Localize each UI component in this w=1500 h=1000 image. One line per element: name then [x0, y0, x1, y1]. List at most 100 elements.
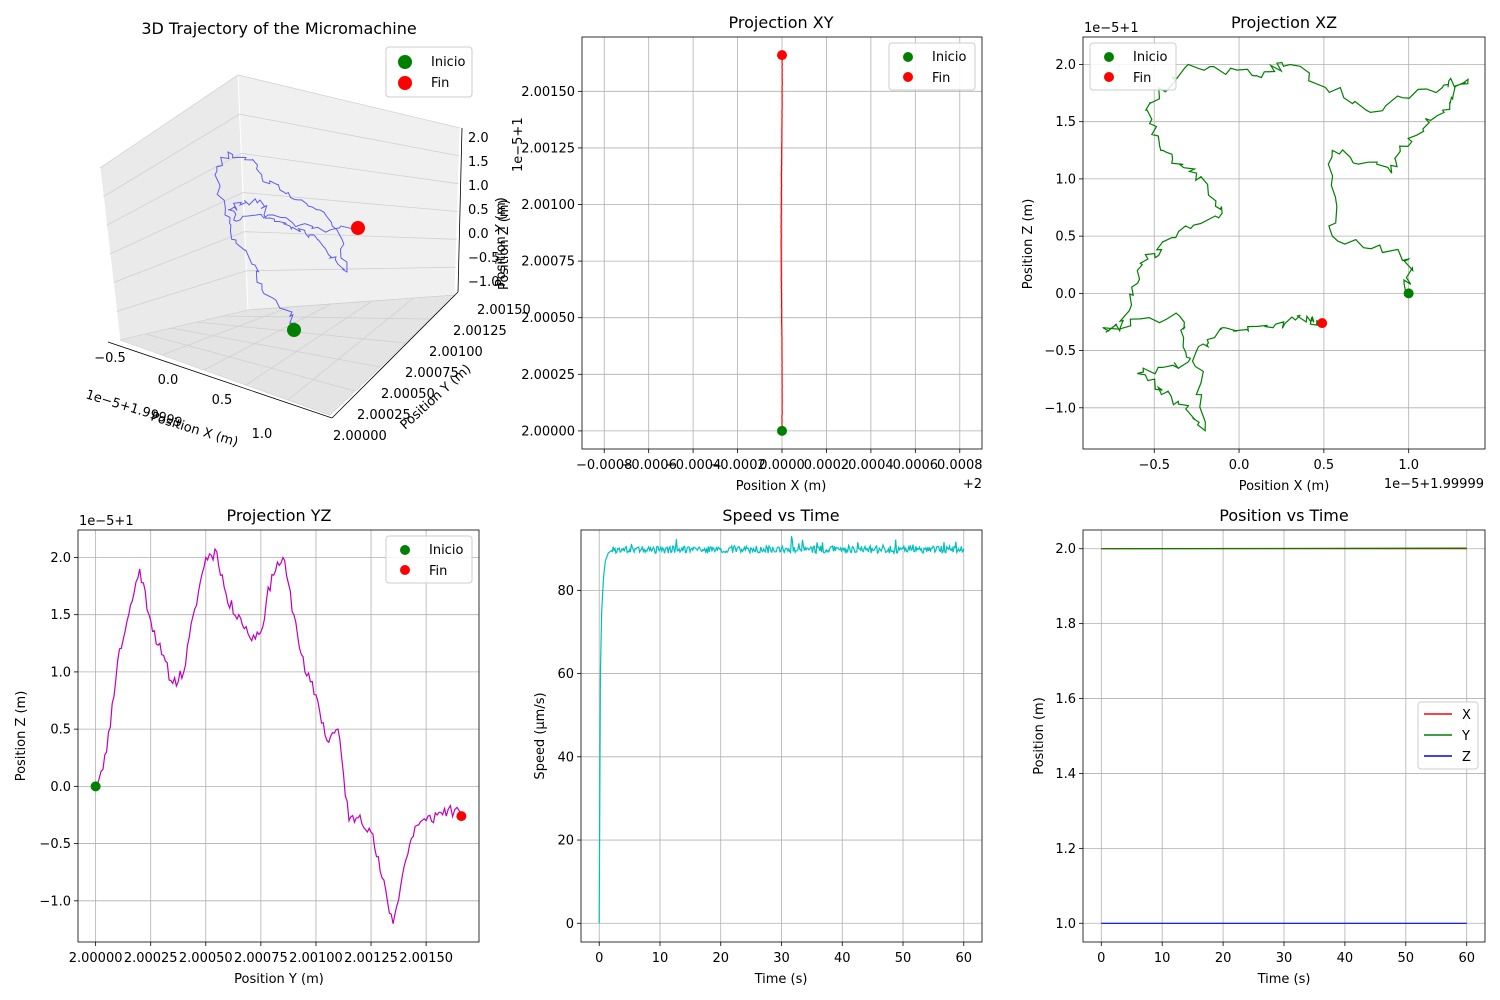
legend-position: X Y Z — [1417, 701, 1479, 770]
y-tick-label: 1.5 — [1055, 115, 1076, 130]
legend-label-end: Fin — [431, 76, 449, 91]
x-tick-label: 2.00075 — [234, 951, 288, 966]
x-tick-label: 0.0006 — [893, 458, 939, 473]
y-tick-label: 2.00125 — [521, 141, 575, 156]
legend-xy: Inicio Fin — [888, 42, 976, 91]
x-tick-label: 0.0004 — [848, 458, 894, 473]
y-tick-label: 0 — [566, 917, 574, 932]
legend-label-start: Inicio — [1133, 50, 1167, 65]
y-tick-label: −0.5 — [39, 837, 71, 852]
legend-label-y: Y — [1461, 729, 1470, 744]
x-tick-label: 1.0 — [1398, 458, 1419, 473]
y-tick-label: 2.0 — [1055, 58, 1076, 73]
y-tick-label: 80 — [557, 584, 574, 599]
y-tick-label: 0.5 — [1055, 230, 1076, 245]
y-tick-label: 2.00075 — [521, 255, 575, 270]
projection-xy-panel: Projection XY Position X (m) Position Y … — [494, 13, 983, 494]
legend-start-marker — [903, 52, 913, 62]
x-tick-label: −0.0008 — [576, 458, 632, 473]
legend-start-marker — [400, 545, 410, 555]
legend-label-end: Fin — [932, 71, 950, 86]
x-tick-label: 0.0002 — [804, 458, 850, 473]
x-tick-label-3d: 0.0 — [158, 373, 179, 388]
y-tick-label: 1.0 — [1055, 172, 1076, 187]
x-tick-label: −0.0002 — [709, 458, 765, 473]
y-tick-label-3d: 2.00025 — [357, 408, 411, 423]
chart-title: Projection YZ — [227, 506, 332, 525]
x-axis-label: Time (s) — [1257, 972, 1311, 987]
legend-label-start: Inicio — [431, 55, 465, 70]
grid-line-3d — [109, 192, 244, 255]
x-tick-label: −0.0006 — [620, 458, 676, 473]
y-tick-label: −1.0 — [1044, 401, 1076, 416]
y-axis-label: Position Y (m) — [494, 197, 509, 287]
chart-title: Projection XY — [729, 13, 834, 32]
grid-line-3d — [237, 74, 461, 129]
grid-line-3d — [196, 321, 406, 344]
x-tick-label-3d: −0.5 — [94, 351, 126, 366]
grid-line-3d — [161, 306, 290, 356]
legend-end-marker — [903, 72, 913, 82]
y-tick-label: 1.0 — [1055, 917, 1076, 932]
x-tick-label: 2.00050 — [179, 951, 233, 966]
position-y-line — [1101, 547, 1467, 550]
x-tick-label: 2.00025 — [124, 951, 178, 966]
x-tick-label: −0.0004 — [665, 458, 721, 473]
legend-label-end: Fin — [1133, 71, 1151, 86]
y-tick-label: 2.00025 — [521, 368, 575, 383]
end-marker-3d — [351, 221, 365, 235]
chart-title: Projection XZ — [1231, 13, 1337, 32]
trajectory-xz-line — [1102, 61, 1469, 432]
x-tick-label: 20 — [1215, 951, 1232, 966]
y-tick-label-3d: 2.00100 — [429, 345, 483, 360]
legend-label-x: X — [1462, 708, 1471, 723]
x-tick-label: 60 — [1458, 951, 1475, 966]
x-tick-label: 30 — [1276, 951, 1293, 966]
y-tick-label: 2.0 — [50, 551, 71, 566]
z-tick-label-3d: 2.0 — [468, 131, 489, 146]
x-tick-label: 20 — [712, 951, 729, 966]
projection-xz-panel: Projection XZ Position X (m) Position Z … — [1021, 13, 1486, 494]
y-axis-label: Speed (μm/s) — [533, 692, 548, 779]
legend-yz: Inicio Fin — [385, 535, 473, 584]
y-tick-label: −0.5 — [1044, 344, 1076, 359]
legend-end-marker — [398, 76, 412, 90]
end-marker — [1317, 318, 1328, 329]
grid-line-3d — [245, 300, 373, 386]
z-tick-label-3d: 1.5 — [468, 155, 489, 170]
legend-label-start: Inicio — [429, 543, 463, 558]
x-axis-label: Position Y (m) — [234, 972, 324, 987]
grid-line-3d — [106, 152, 242, 226]
x-tick-label: 10 — [652, 951, 669, 966]
y-tick-label-3d: 2.00075 — [405, 366, 459, 381]
x-tick-label: 0 — [595, 951, 603, 966]
grid-line-3d — [222, 315, 431, 320]
x-offset-text: +2 — [963, 477, 982, 492]
x-tick-label: 2.00125 — [344, 951, 398, 966]
speed-line — [598, 535, 965, 924]
x-axis-label: Position X (m) — [1239, 479, 1330, 494]
chart-title: Position vs Time — [1219, 506, 1348, 525]
y-tick-label: 0.5 — [50, 723, 71, 738]
grid-line-3d — [241, 152, 459, 185]
z-tick-label-3d: 0.0 — [468, 227, 489, 242]
y-tick-label: 0.0 — [1055, 287, 1076, 302]
y-tick-label-3d: 2.00125 — [453, 324, 507, 339]
y-axis-label: Position Z (m) — [14, 691, 29, 782]
legend-end-marker — [400, 565, 410, 575]
end-marker — [777, 50, 787, 61]
trajectory-xy-line — [780, 55, 783, 431]
grid-line-3d — [99, 74, 239, 169]
x-axis-label: Position X (m) — [736, 479, 827, 494]
grid-line-3d — [242, 192, 458, 212]
y-tick-label: 0.0 — [50, 780, 71, 795]
y-tick-label: 2.00100 — [521, 198, 575, 213]
grid-line-3d — [171, 327, 381, 368]
legend-end-marker — [1104, 72, 1114, 82]
grid-line-3d — [239, 113, 460, 157]
x-tick-label: 60 — [955, 951, 972, 966]
y-tick-label: 1.5 — [50, 608, 71, 623]
z-tick-label-3d: 0.5 — [468, 203, 489, 218]
x-tick-label: 2.00000 — [69, 951, 123, 966]
